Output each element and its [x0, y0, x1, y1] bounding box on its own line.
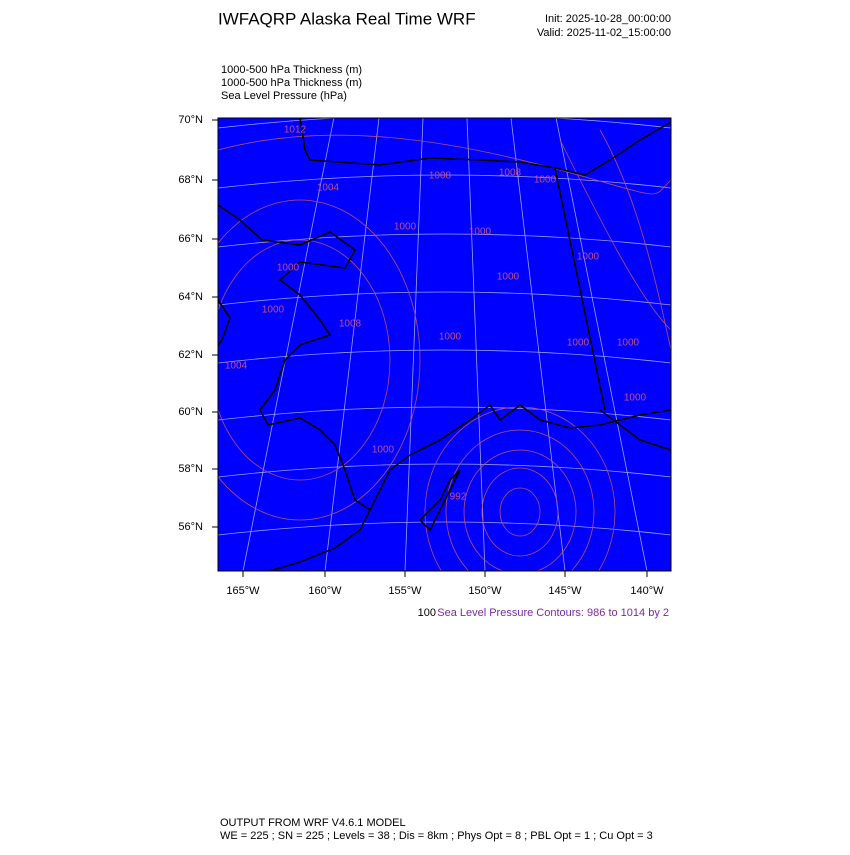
- lat-label: 58°N: [178, 463, 203, 475]
- field-label: 1000-500 hPa Thickness (m): [221, 77, 362, 89]
- legend-text: Sea Level Pressure Contours: 986 to 1014…: [437, 607, 669, 619]
- contour-label: 1000: [469, 227, 492, 238]
- title: IWFAQRP Alaska Real Time WRF: [218, 9, 476, 28]
- lat-label: 64°N: [178, 291, 203, 303]
- field-label: Sea Level Pressure (hPa): [221, 90, 347, 102]
- contour-label: 1012: [284, 125, 307, 136]
- meridian: [466, 118, 486, 571]
- contour-label: 992: [450, 492, 467, 503]
- parallel: [218, 118, 671, 129]
- pressure-contours: [218, 129, 671, 571]
- contour-label: 1000: [624, 393, 647, 404]
- contour-label: 1000: [394, 222, 417, 233]
- parallel: [218, 349, 671, 364]
- contour-label: 1000: [262, 305, 285, 316]
- axis-ticks: 70°N 68°N 66°N 64°N 62°N 60°N 58°N 56°N 165°W 160…: [178, 114, 664, 597]
- map-layers: 1012 1004 1008 1008 1000 1000 1000 1000 1000 1008…: [218, 118, 671, 571]
- field-label: 1000-500 hPa Thickness (m): [221, 64, 362, 76]
- parallel: [218, 174, 671, 189]
- contour-label: 1000: [439, 332, 462, 343]
- lat-label: 66°N: [178, 233, 203, 245]
- lat-label: 62°N: [178, 349, 203, 361]
- contour-labels: 1012 1004 1008 1008 1000 1000 1000 1000 1000 1008…: [225, 125, 647, 503]
- contour-label: 1000: [617, 338, 640, 349]
- footer-line: OUTPUT FROM WRF V4.6.1 MODEL: [220, 817, 406, 829]
- contour-label: 1000: [277, 263, 300, 274]
- contour-label: 1000: [567, 338, 590, 349]
- meridian: [510, 118, 566, 571]
- parallel: [218, 291, 671, 306]
- lon-label: 140°W: [630, 585, 664, 597]
- parallel: [218, 233, 671, 248]
- contour-label: 1000: [497, 272, 520, 283]
- parallel: [218, 463, 671, 478]
- valid-time: Valid: 2025-11-02_15:00:00: [537, 27, 671, 39]
- map-frame: [217, 117, 672, 572]
- lon-label: 155°W: [388, 585, 422, 597]
- contour-label: 1000: [534, 175, 557, 186]
- graticule: [218, 118, 671, 571]
- meridian: [404, 118, 424, 571]
- lon-label: 150°W: [468, 585, 502, 597]
- lat-label: 60°N: [178, 406, 203, 418]
- lat-label: 70°N: [178, 114, 203, 126]
- lat-label: 68°N: [178, 174, 203, 186]
- lon-label: 160°W: [308, 585, 342, 597]
- meridian: [242, 118, 335, 571]
- parallel: [218, 406, 671, 421]
- lat-label: 56°N: [178, 521, 203, 533]
- coastline: [218, 118, 671, 571]
- contour-label: 1000: [372, 445, 395, 456]
- contour-label: 1004: [317, 183, 340, 194]
- init-time: Init: 2025-10-28_00:00:00: [545, 13, 671, 25]
- lon-label: 165°W: [226, 585, 260, 597]
- meridian: [555, 118, 648, 571]
- contour-label: 1000: [577, 252, 600, 263]
- meridian: [324, 118, 380, 571]
- contour-label: 1008: [429, 171, 452, 182]
- footer-line: WE = 225 ; SN = 225 ; Levels = 38 ; Dis …: [220, 830, 653, 842]
- parallel: [218, 521, 671, 536]
- contour-label: 1008: [339, 319, 362, 330]
- contour-label: 1004: [225, 361, 248, 372]
- contour-label: 1008: [499, 168, 522, 179]
- legend-prefix: 100: [418, 607, 436, 619]
- map-background: [218, 118, 671, 571]
- lon-label: 145°W: [548, 585, 582, 597]
